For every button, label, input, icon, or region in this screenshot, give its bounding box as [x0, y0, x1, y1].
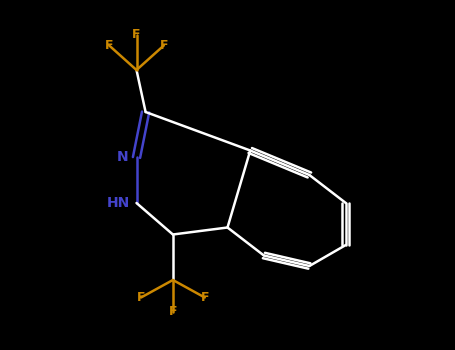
Text: F: F	[137, 291, 145, 304]
Text: HN: HN	[106, 196, 130, 210]
Text: F: F	[132, 28, 141, 42]
Text: F: F	[201, 291, 209, 304]
Text: F: F	[169, 305, 177, 318]
Text: F: F	[105, 39, 113, 52]
Text: N: N	[117, 150, 129, 164]
Text: F: F	[160, 39, 168, 52]
